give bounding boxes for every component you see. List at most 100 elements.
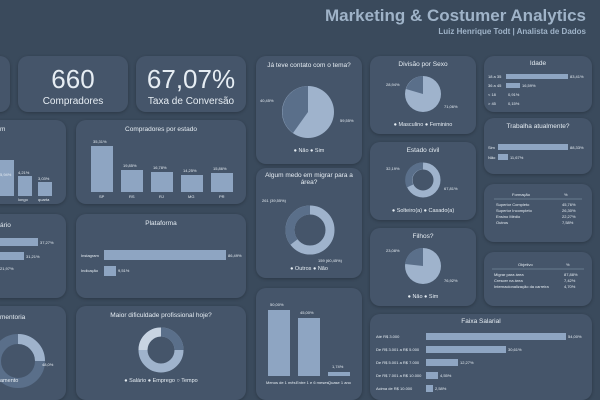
pie-label: 59,55% <box>340 118 354 123</box>
card-filhos: Filhos? 23,08% 76,92% ● Não ● Sim <box>370 228 476 306</box>
bar-indicacao <box>104 266 116 276</box>
bar <box>298 318 320 376</box>
pie-label: 76,92% <box>444 278 458 283</box>
bar-cat: Indicação <box>81 268 99 273</box>
bar <box>0 252 24 260</box>
bar-label: 35,31% <box>93 139 107 144</box>
legend-item: Não <box>317 266 328 272</box>
bar <box>426 333 566 340</box>
bar-label: 31,21% <box>26 254 40 259</box>
page-title: Marketing & Costumer Analytics <box>324 6 586 25</box>
bar-cat: Entre 1 e 6 meses <box>296 380 328 385</box>
table-cell: Superior Completo <box>496 202 530 207</box>
bar-rs <box>121 170 143 192</box>
bar-cat: 18 a 35 <box>488 74 502 79</box>
bar-label: 86,49% <box>228 253 242 258</box>
bar-label: 9,51% <box>118 268 130 273</box>
page-subtitle: Luiz Henrique Todt | Analista de Dados <box>438 27 586 36</box>
idade-bar-chart: 18 a 35 83,41% 36 a 45 16,59% < 18 0,91%… <box>488 74 584 106</box>
legend: ● Salário ● Emprego ○ Tempo <box>124 378 198 384</box>
bar-mg <box>181 175 203 192</box>
tempo-bar-chart: 50,00% 45,00% 1,74% Menos de 1 mês Entre… <box>266 302 352 385</box>
bar-cat: De R$ 7.001 a R$ 10.000 <box>376 373 422 378</box>
kpi-label: Compradores <box>42 96 104 107</box>
donut-label: 32,19% <box>386 166 400 171</box>
bar-cat: < 18 <box>488 92 497 97</box>
bar <box>426 385 433 392</box>
legend: ● Masculino ● Feminino <box>393 122 453 128</box>
bar-label: 5,94% <box>0 172 12 177</box>
card-medo: Algum medo em migrar para a área? 261 (3… <box>256 168 362 278</box>
card-title: Compradores por estado <box>125 126 197 133</box>
bar-cat: Sim <box>488 145 496 150</box>
bar-cat: De R$ 3.001 a R$ 5.000 <box>376 347 420 352</box>
table-cell: Ensino Médio <box>496 214 521 219</box>
bar-label: 19,85% <box>123 163 137 168</box>
bar-label: 21,97% <box>0 266 14 271</box>
bar-cat: Menos de 1 mês <box>266 380 296 385</box>
bar-cat: MG <box>188 194 194 199</box>
legend-item: Casado(a) <box>428 208 455 214</box>
bar-cat: > 45 <box>488 101 497 106</box>
legend-item: Emprego <box>152 378 175 384</box>
bar-label: 83,41% <box>570 74 584 79</box>
bar-cat: PR <box>219 194 225 199</box>
bar <box>0 238 38 246</box>
donut-slice-outros <box>285 205 311 245</box>
estado-bar-chart: 35,31% 19,85% 16,78% 14,25% 15,86% SP RS… <box>91 139 233 199</box>
bar-pr <box>211 173 233 192</box>
kpi-value: 660 <box>51 64 95 94</box>
legend-item: Sim <box>314 148 325 154</box>
donut-slice <box>17 334 45 362</box>
bar-rj <box>151 172 173 192</box>
bar <box>328 372 350 376</box>
pie-masculino <box>406 76 423 94</box>
legend-item: Tempo <box>181 378 198 384</box>
card-compradores-estado: Compradores por estado 35,31% 19,85% 16,… <box>76 120 246 204</box>
dificuldade-donut <box>138 327 184 373</box>
pie-label: 28,94% <box>386 82 400 87</box>
legend-item: Outros <box>294 266 312 272</box>
table-cell: 87,88% <box>564 272 578 277</box>
donut-label: 67,81% <box>444 186 458 191</box>
pie-label: 40,45% <box>260 98 274 103</box>
bar-label: 1,74% <box>332 364 344 369</box>
card-left-bars: m 5,94% 4,21% 3,03% longo quarta <box>0 120 66 204</box>
table-cell: 45,76% <box>562 202 576 207</box>
legend: ● Solteiro(a) ● Casado(a) <box>391 208 455 214</box>
bar <box>426 346 506 353</box>
table-cell: 7,42% <box>564 278 576 283</box>
table-header: % <box>564 192 568 197</box>
pie-label: 23,08% <box>386 248 400 253</box>
legend-item: Não <box>412 294 423 300</box>
bar-instagram <box>104 250 226 260</box>
bar-cat: 36 a 45 <box>488 83 502 88</box>
donut-label: 261 (39,55%) <box>262 198 287 203</box>
bar <box>426 359 458 366</box>
card-title: Plataforma <box>145 220 177 227</box>
donut-slice-solteiro <box>405 162 424 188</box>
bar-cat: Não <box>488 155 496 160</box>
card-civil: Estado civil 32,19% 67,81% ● Solteiro(a)… <box>370 142 476 220</box>
table-cell: Superior Incompleto <box>496 208 533 213</box>
bar-label: 45,00% <box>300 310 314 315</box>
table-cell: Internacionalização da carreira <box>494 284 549 289</box>
bar-label: 0,91% <box>508 92 520 97</box>
table-header: Objetivo <box>518 262 533 267</box>
legend-item: Feminino <box>429 122 453 128</box>
bar <box>18 176 32 196</box>
bar-label: 11,67% <box>510 155 524 160</box>
bar <box>506 74 568 79</box>
bar-label: 4,21% <box>18 170 30 175</box>
bar <box>506 83 520 88</box>
plataforma-bar-chart: Instagram 86,49% Indicação 9,51% <box>81 250 242 276</box>
legend: ● Outros ● Não <box>290 266 328 272</box>
salario-left-chart: 37,27% 31,21% 21,97% <box>0 238 54 271</box>
table-cell: Migrar para área <box>494 272 524 277</box>
objetivo-table: Objetivo % Migrar para área 87,88% Cresc… <box>492 262 584 289</box>
card-title: Faixa Salarial <box>461 318 501 325</box>
bar <box>38 182 52 196</box>
card-formacao: Formação % Superior Completo 45,76% Supe… <box>484 184 592 242</box>
card-tempo: 50,00% 45,00% 1,74% Menos de 1 mês Entre… <box>256 288 362 400</box>
kpi-card-compradores: 660 Compradores <box>18 56 128 112</box>
